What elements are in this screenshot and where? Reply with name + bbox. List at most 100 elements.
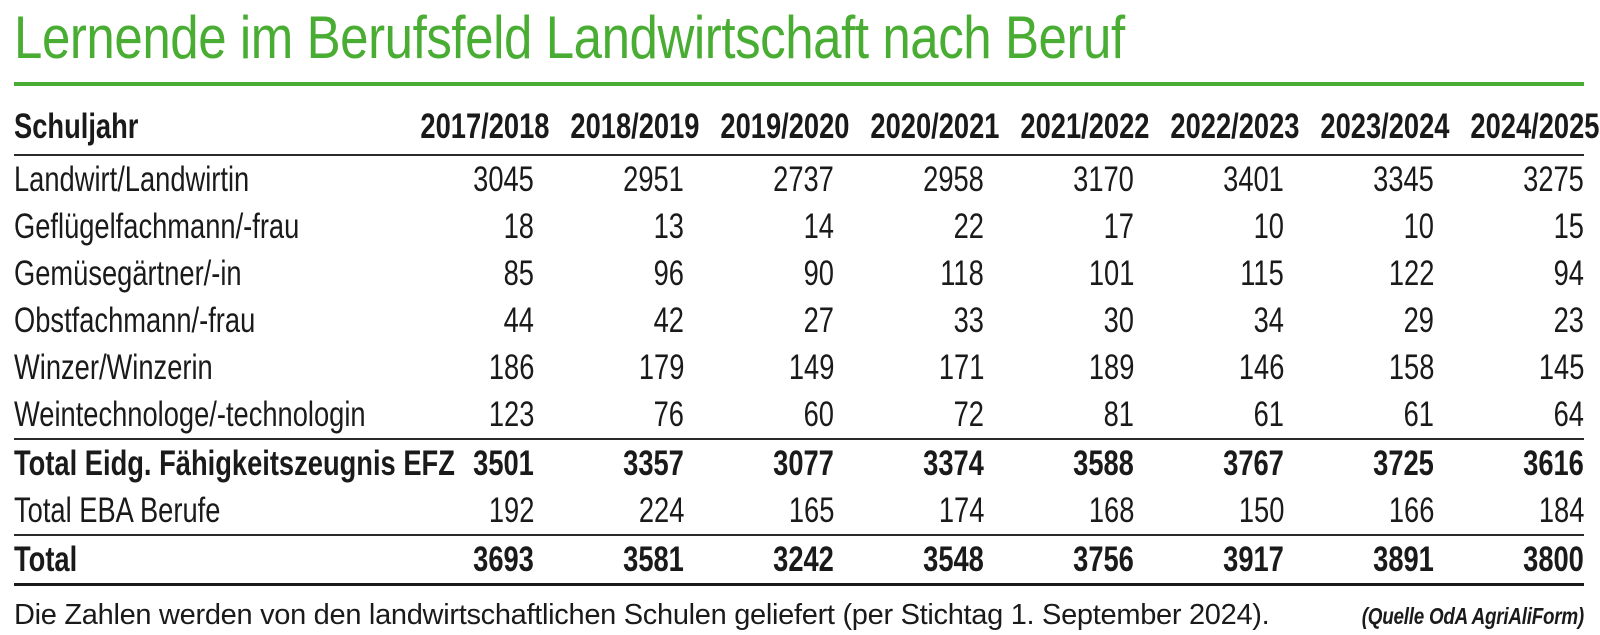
cell-value: 33 [953,300,984,340]
row-label: Geflügelfachmann/-frau [14,206,300,246]
cell-value: 3401 [1223,159,1284,199]
cell-value: 17 [1103,206,1134,246]
row-label: Landwirt/Landwirtin [14,159,250,199]
cell-value: 44 [503,300,534,340]
cell-value: 15 [1553,206,1584,246]
cell-value: 118 [940,253,984,293]
row-label: Obstfachmann/-frau [14,300,256,340]
cell-value: 3548 [923,539,984,579]
cell-value: 3357 [623,443,684,483]
cell-value: 122 [1388,253,1434,293]
column-header-year: 2019/2020 [720,107,850,146]
table-row: Total 3693 3581 3242 3548 3756 3917 3891 3800 [14,534,1584,586]
cell-value: 72 [953,394,984,434]
cell-value: 10 [1403,206,1434,246]
cell-value: 61 [1253,394,1284,434]
cell-value: 3616 [1523,443,1584,483]
cell-value: 149 [788,347,834,387]
footer: Die Zahlen werden von den landwirtschaft… [14,599,1584,632]
cell-value: 2737 [773,159,834,199]
cell-value: 150 [1238,490,1284,530]
cell-value: 29 [1403,300,1434,340]
cell-value: 166 [1388,490,1434,530]
cell-value: 60 [803,394,834,434]
footer-note: Die Zahlen werden von den landwirtschaft… [14,599,1270,631]
table-row: Winzer/Winzerin 186 179 149 171 189 146 158 145 [14,344,1584,391]
column-header-schuljahr: Schuljahr [14,107,139,146]
page-title: Lernende im Berufsfeld Landwirtschaft na… [14,4,1125,71]
table-row: Geflügelfachmann/-frau 18 13 14 22 17 10 10 15 [14,203,1584,250]
table-row: Landwirt/Landwirtin 3045 2951 2737 2958 3170 3… [14,156,1584,203]
cell-value: 10 [1253,206,1284,246]
cell-value: 2958 [923,159,984,199]
cell-value: 146 [1238,347,1284,387]
cell-value: 42 [653,300,684,340]
cell-value: 158 [1388,347,1434,387]
column-header-year: 2023/2024 [1320,107,1450,146]
title-block: Lernende im Berufsfeld Landwirtschaft na… [14,0,1584,72]
cell-value: 3501 [473,443,534,483]
footer-source: (Quelle OdA AgriAliForm) [1361,603,1584,629]
cell-value: 186 [488,347,534,387]
table-row: Weintechnologe/-technologin 123 76 60 72 81 61… [14,391,1584,438]
cell-value: 101 [1088,253,1134,293]
cell-value: 224 [638,490,684,530]
cell-value: 3588 [1073,443,1134,483]
cell-value: 3077 [773,443,834,483]
cell-value: 85 [503,253,534,293]
cell-value: 3242 [773,539,834,579]
row-label: Winzer/Winzerin [14,347,213,387]
cell-value: 184 [1538,490,1584,530]
column-header-year: 2020/2021 [870,107,1000,146]
cell-value: 165 [788,490,834,530]
cell-value: 3917 [1223,539,1284,579]
row-label: Gemüsegärtner/-in [14,253,242,293]
cell-value: 3581 [623,539,684,579]
cell-value: 3170 [1073,159,1134,199]
cell-value: 90 [803,253,834,293]
cell-value: 3756 [1073,539,1134,579]
cell-value: 3891 [1373,539,1434,579]
learners-table: Schuljahr 2017/2018 2018/2019 2019/2020 202… [14,86,1599,586]
cell-value: 34 [1253,300,1284,340]
cell-value: 64 [1553,394,1584,434]
row-label: Total [14,539,78,579]
table-header-row: Schuljahr 2017/2018 2018/2019 2019/2020 202… [14,86,1599,156]
row-label: Total Eidg. Fähigkeitszeugnis EFZ [14,443,455,483]
row-label: Weintechnologe/-technologin [14,394,366,434]
cell-value: 3693 [473,539,534,579]
cell-value: 76 [653,394,684,434]
cell-value: 23 [1553,300,1584,340]
cell-value: 3345 [1373,159,1434,199]
cell-value: 18 [503,206,534,246]
cell-value: 2951 [623,159,684,199]
cell-value: 3045 [473,159,534,199]
row-label: Total EBA Berufe [14,490,221,530]
cell-value: 174 [938,490,984,530]
cell-value: 96 [653,253,684,293]
cell-value: 27 [803,300,834,340]
page: Lernende im Berufsfeld Landwirtschaft na… [14,0,1599,632]
column-header-year: 2017/2018 [420,107,550,146]
table-row: Obstfachmann/-frau 44 42 27 33 30 34 29 23 [14,297,1584,344]
cell-value: 115 [1240,253,1284,293]
cell-value: 3275 [1523,159,1584,199]
column-header-year: 2018/2019 [570,107,700,146]
cell-value: 94 [1553,253,1584,293]
cell-value: 192 [488,490,534,530]
table-row: Gemüsegärtner/-in 85 96 90 118 101 115 122 94 [14,250,1584,297]
cell-value: 14 [803,206,834,246]
cell-value: 123 [488,394,534,434]
cell-value: 3374 [923,443,984,483]
table-row: Total EBA Berufe 192 224 165 174 168 150 166 184 [14,487,1584,534]
cell-value: 189 [1088,347,1134,387]
cell-value: 61 [1403,394,1434,434]
cell-value: 179 [638,347,684,387]
cell-value: 3800 [1523,539,1584,579]
cell-value: 171 [938,347,984,387]
cell-value: 3725 [1373,443,1434,483]
cell-value: 81 [1103,394,1134,434]
cell-value: 168 [1088,490,1134,530]
table-row: Total Eidg. Fähigkeitszeugnis EFZ 3501 335… [14,438,1584,487]
cell-value: 22 [953,206,984,246]
